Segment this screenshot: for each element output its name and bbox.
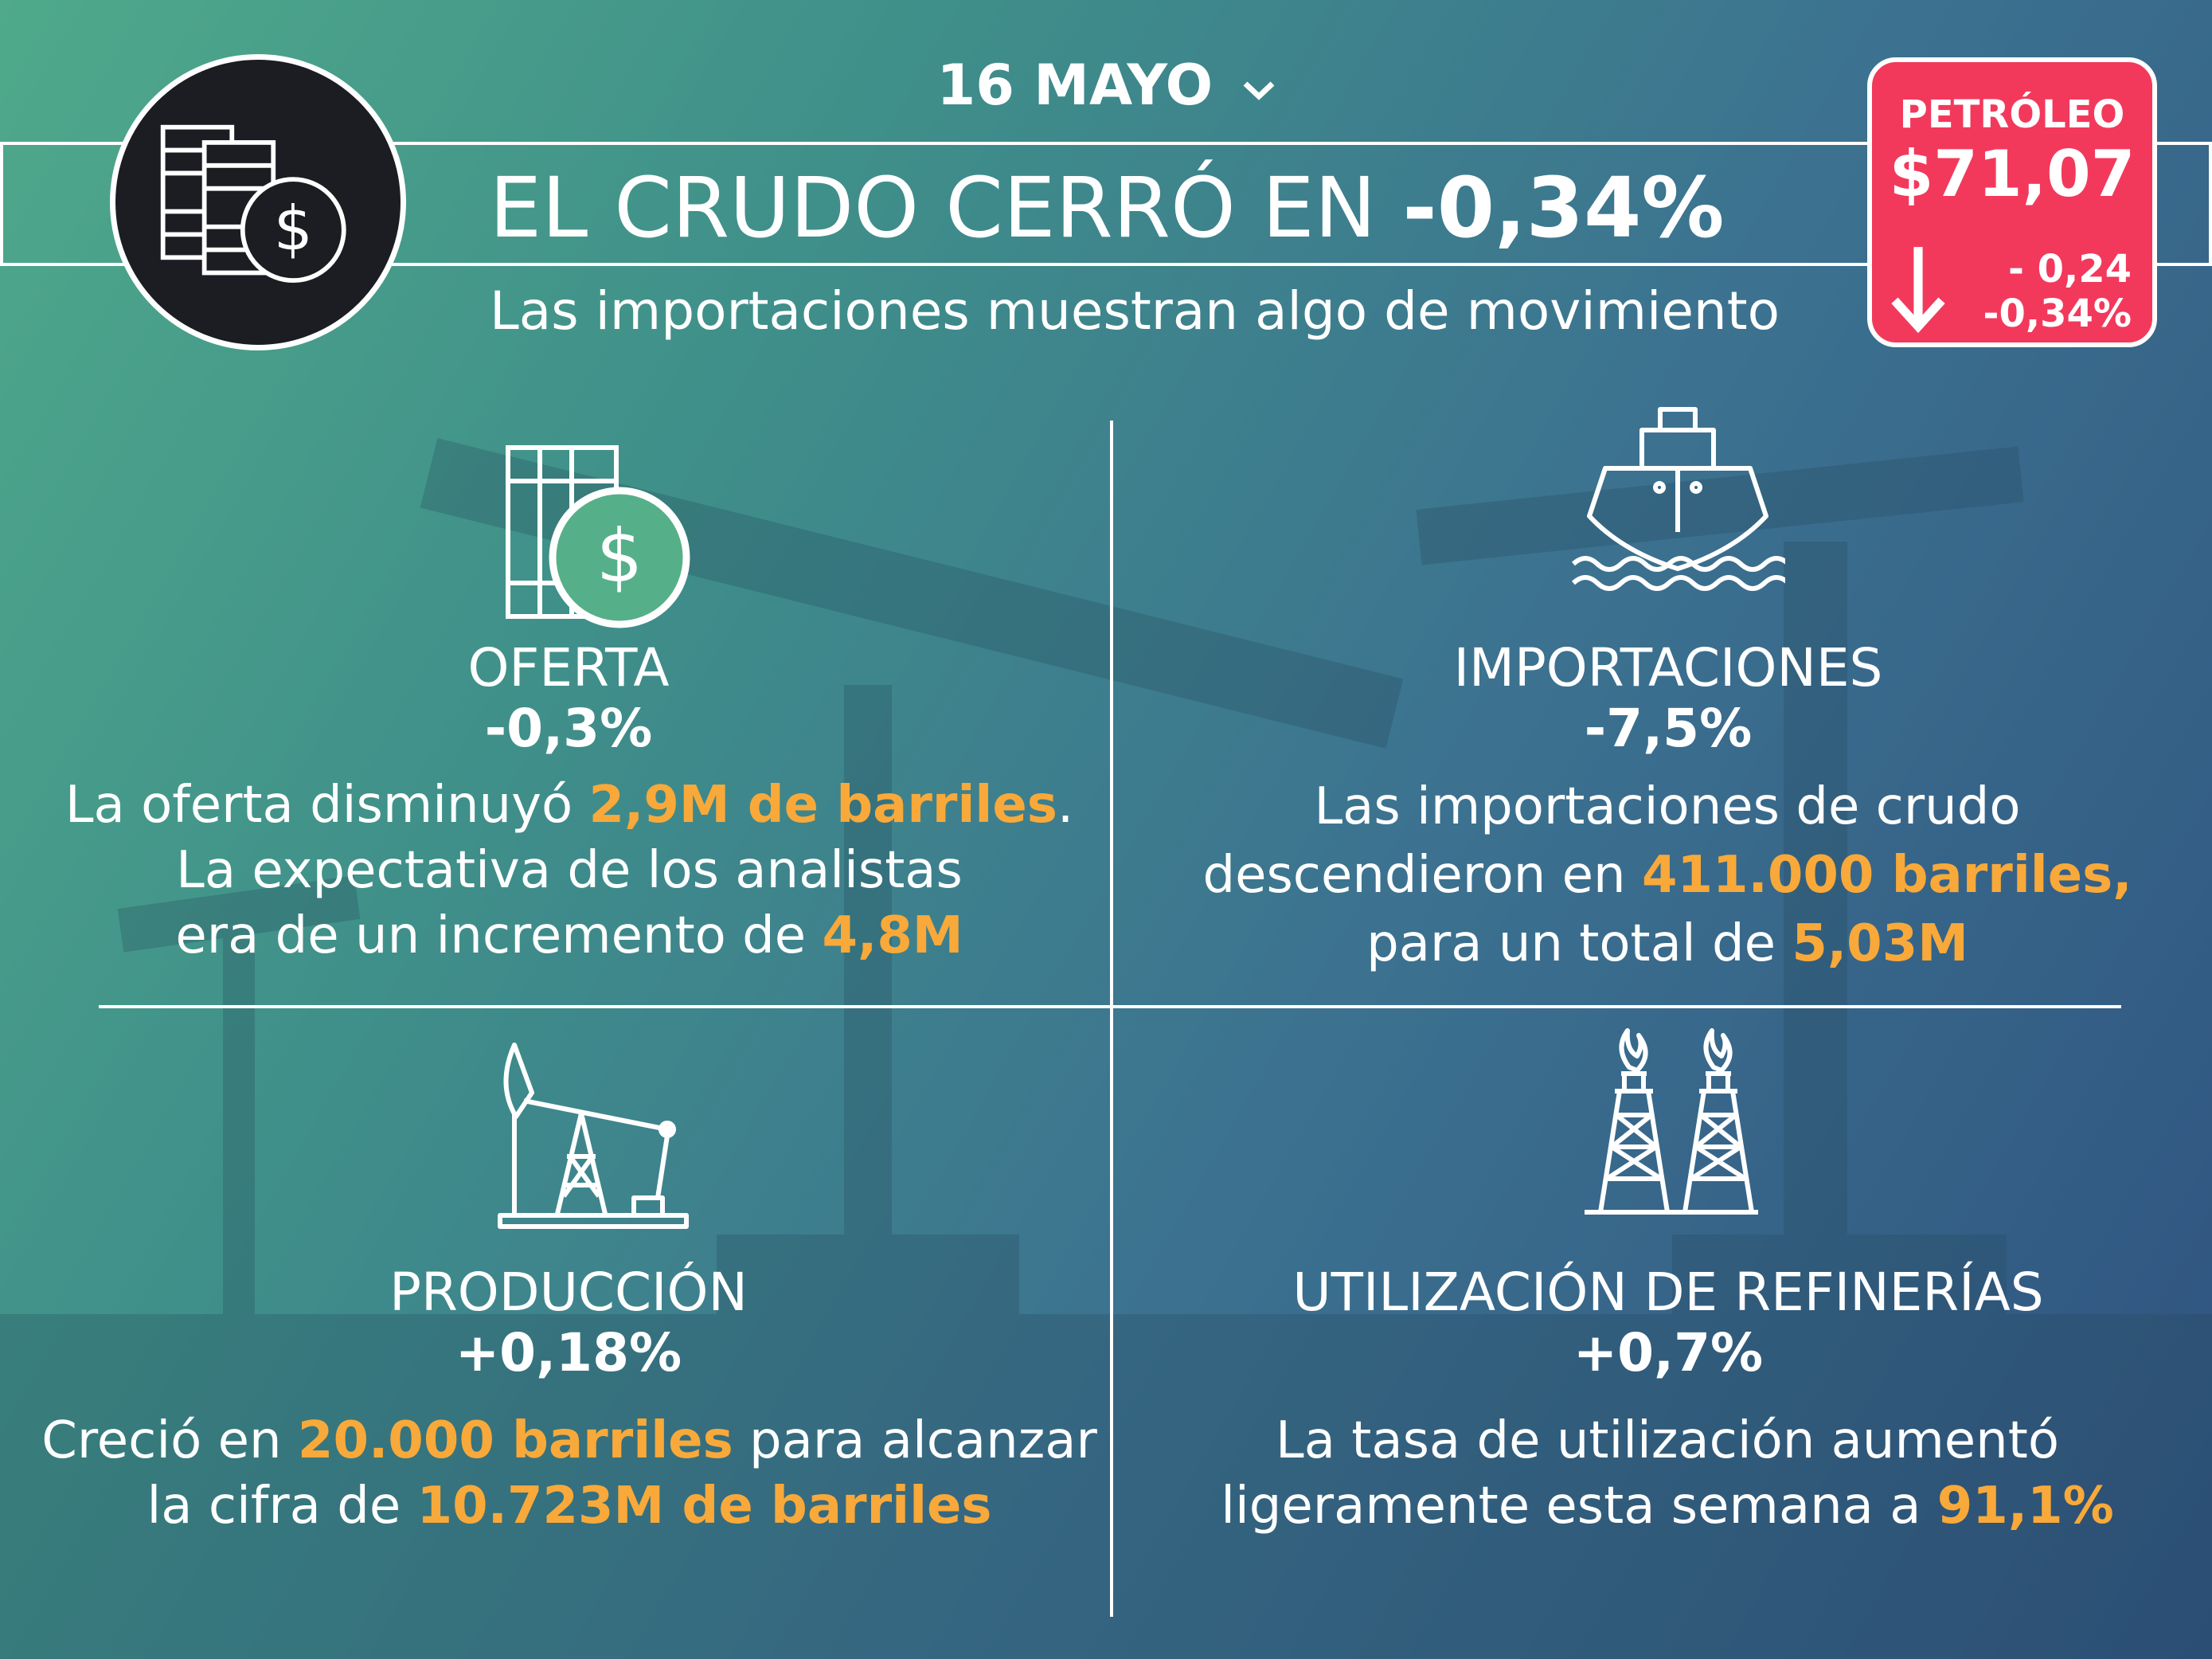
date-label: 16 MAYO: [936, 53, 1213, 118]
arrow-down-icon: [1891, 247, 1945, 333]
importaciones-line-2: descendieron en 411.000 barriles,: [1123, 841, 2212, 910]
importaciones-title: IMPORTACIONES: [1453, 637, 1883, 698]
produccion-line-1-text: Creció en: [41, 1411, 298, 1470]
produccion-highlight-barrels: 20.000 barriles: [297, 1411, 733, 1470]
headline: EL CRUDO CERRÓ EN -0,34%: [478, 159, 1736, 256]
refinerias-title: UTILIZACIÓN DE REFINERÍAS: [1292, 1262, 2044, 1323]
oferta-highlight-expected: 4,8M: [822, 906, 963, 965]
price-card-change-abs: - 0,24: [2007, 247, 2132, 291]
subtitle: Las importaciones muestran algo de movim…: [489, 280, 1780, 342]
price-card-price: $71,07: [1889, 137, 2136, 211]
produccion-line-2-text: la cifra de: [147, 1477, 417, 1536]
refinerias-line-1: La tasa de utilización aumentó: [1276, 1411, 2059, 1470]
importaciones-highlight-total: 5,03M: [1792, 914, 1968, 973]
price-card: PETRÓLEO $71,07 - 0,24 -0,34%: [1867, 57, 2157, 347]
importaciones-line-2-text: descendieron en: [1202, 846, 1642, 905]
produccion-line-2: la cifra de 10.723M de barriles: [16, 1473, 1123, 1539]
chevron-down-icon: [1243, 81, 1274, 100]
produccion-line-1: Creció en 20.000 barriles para alcanzar: [16, 1408, 1123, 1473]
produccion-highlight-total: 10.723M de barriles: [416, 1477, 992, 1536]
importaciones-line-3-text: para un total de: [1366, 914, 1792, 973]
refinerias-highlight-rate: 91,1%: [1936, 1477, 2114, 1536]
grid-vertical-divider: [1110, 421, 1113, 1617]
oferta-highlight-barrels: 2,9M de barriles: [588, 776, 1057, 835]
oferta-line-1-end: .: [1057, 776, 1074, 835]
svg-text:$: $: [596, 514, 643, 599]
header-band-left-line: [0, 142, 3, 266]
cargo-ship-icon: [1571, 407, 1785, 591]
oferta-line-1: La oferta disminuyó 2,9M de barriles.: [16, 773, 1123, 838]
header-band-right-line: [2209, 142, 2212, 266]
produccion-title: PRODUCCIÓN: [389, 1262, 748, 1323]
refinery-flare-towers-icon: [1585, 1028, 1758, 1215]
date-selector[interactable]: 16 MAYO: [884, 53, 1330, 118]
oferta-line-2: La expectativa de los analistas: [176, 841, 963, 900]
importaciones-line-1: Las importaciones de crudo: [1314, 777, 2021, 836]
oferta-title: OFERTA: [467, 637, 670, 698]
svg-text:$: $: [274, 194, 313, 265]
price-card-label: PETRÓLEO: [1899, 92, 2125, 137]
emblem: $: [110, 54, 406, 350]
refinerias-line-2-text: ligeramente esta semana a: [1221, 1477, 1937, 1536]
oferta-line-1-text: La oferta disminuyó: [64, 776, 589, 835]
importaciones-line-3: para un total de 5,03M: [1123, 910, 2212, 978]
oil-barrel-dollar-icon: $: [506, 445, 690, 628]
refinerias-value: +0,7%: [1573, 1322, 1764, 1383]
header-band-bottom-line: [0, 263, 2212, 266]
produccion-line-1-end: para alcanzar: [733, 1411, 1097, 1470]
oil-barrels-dollar-icon: $: [160, 124, 346, 284]
headline-prefix: EL CRUDO CERRÓ EN: [489, 159, 1377, 256]
grid-horizontal-divider: [99, 1005, 2121, 1008]
oferta-line-3-text: era de un incremento de: [175, 906, 823, 965]
produccion-value: +0,18%: [455, 1322, 682, 1383]
importaciones-value: -7,5%: [1584, 698, 1753, 759]
importaciones-highlight-barrels: 411.000 barriles,: [1641, 846, 2132, 905]
header-band-top-line: [0, 142, 2212, 145]
refinerias-description: La tasa de utilización aumentó ligeramen…: [1123, 1408, 2212, 1539]
oil-pump-jack-icon: [498, 1043, 689, 1229]
importaciones-description: Las importaciones de crudo descendieron …: [1123, 773, 2212, 978]
headline-value: -0,34%: [1402, 159, 1725, 256]
price-card-change-pct: -0,34%: [1983, 291, 2132, 336]
refinerias-line-2: ligeramente esta semana a 91,1%: [1123, 1473, 2212, 1539]
oferta-line-3: era de un incremento de 4,8M: [16, 903, 1123, 968]
produccion-description: Creció en 20.000 barriles para alcanzar …: [16, 1408, 1123, 1539]
oferta-description: La oferta disminuyó 2,9M de barriles. La…: [16, 773, 1123, 968]
oferta-value: -0,3%: [484, 698, 653, 759]
